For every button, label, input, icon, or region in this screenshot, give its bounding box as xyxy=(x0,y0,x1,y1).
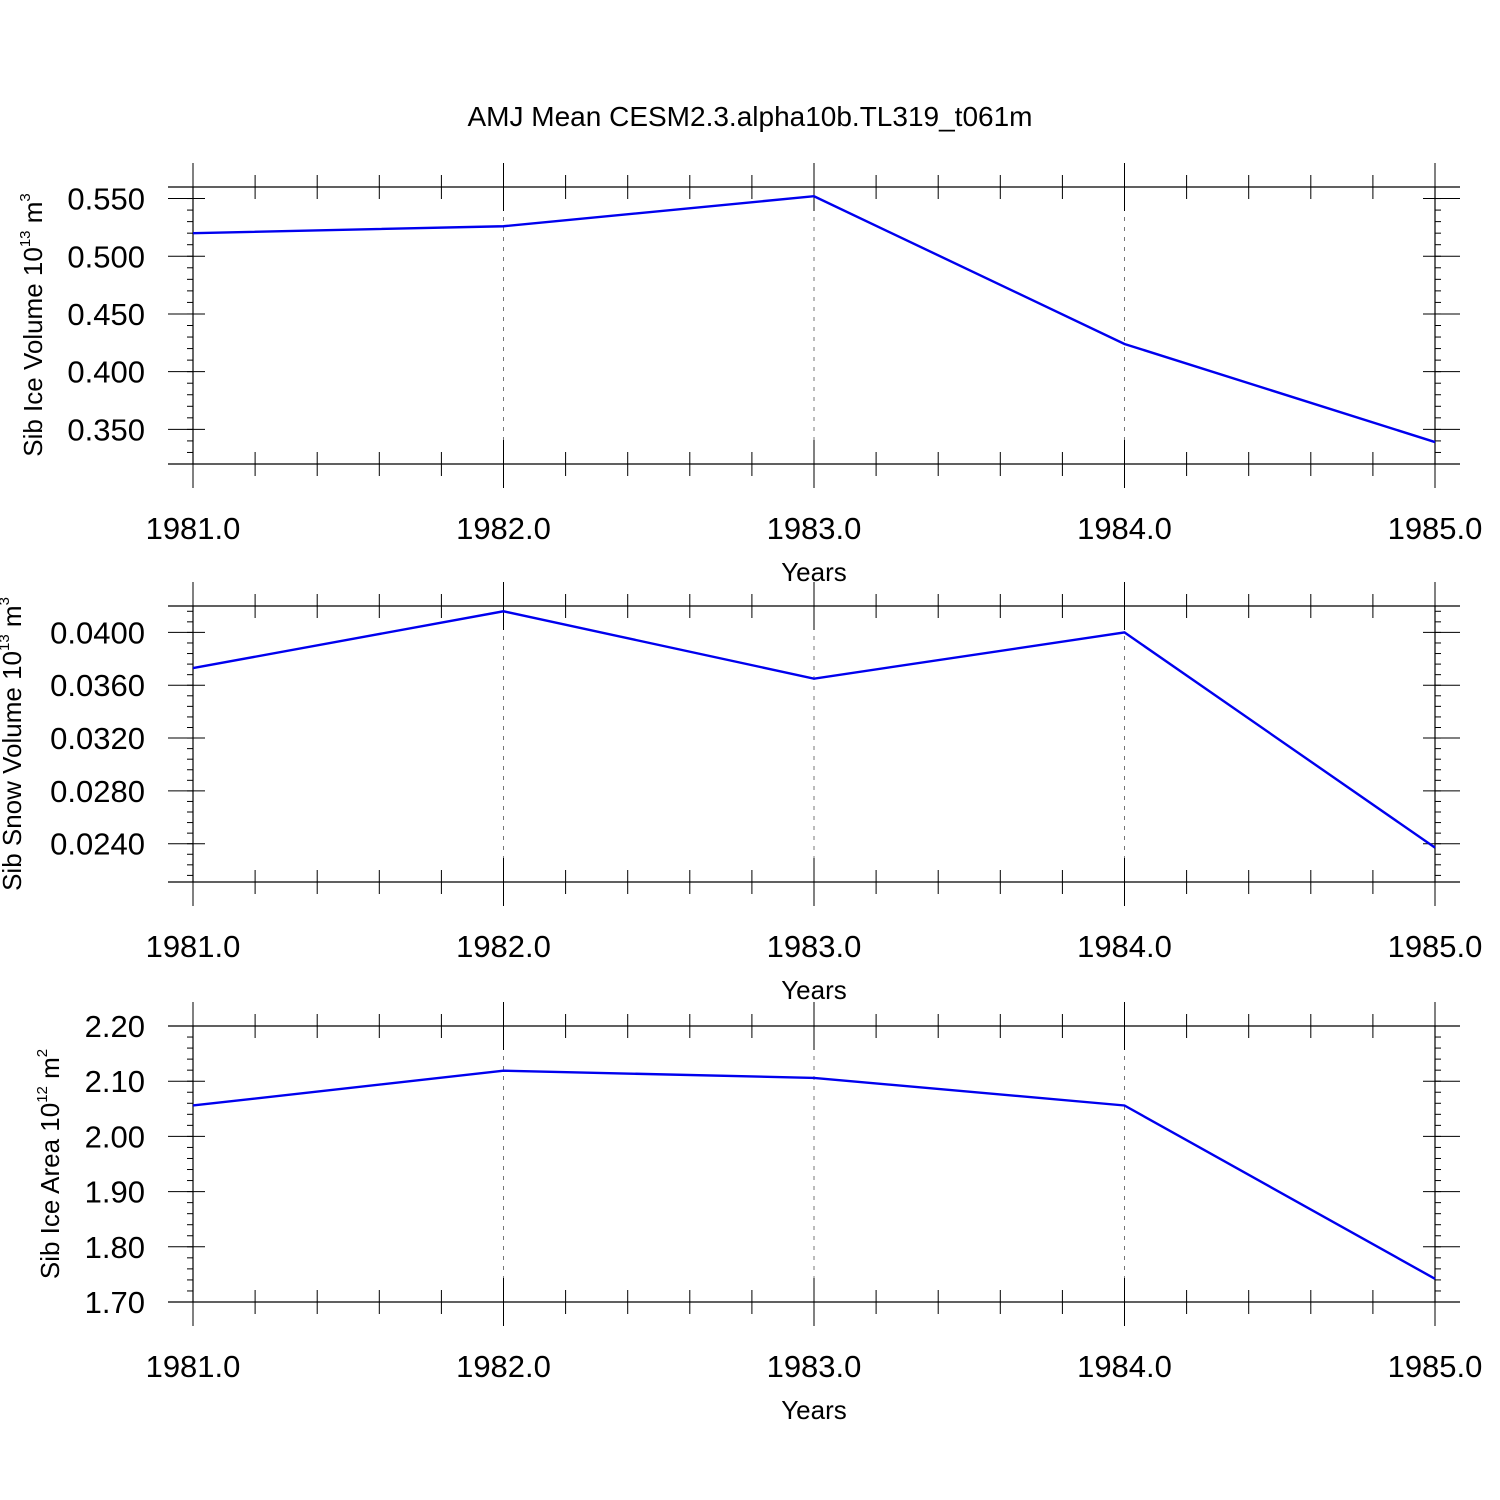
x-tick-label: 1981.0 xyxy=(146,511,241,546)
y-axis-title: Sib Ice Area 1012 m2 xyxy=(34,1049,65,1279)
y-tick-label: 0.0280 xyxy=(50,774,145,809)
y-tick-label: 2.20 xyxy=(85,1009,145,1044)
x-axis-title: Years xyxy=(781,975,847,1005)
panel-3: 1.70 1.80 1.90 2.00 2.10 2.20 1981.0 1982.0 1983… xyxy=(34,1002,1482,1425)
x-tick-label: 1983.0 xyxy=(767,511,862,546)
y-tick-label: 0.400 xyxy=(67,355,145,390)
y-tick-label: 0.0360 xyxy=(50,668,145,703)
x-tick-label: 1985.0 xyxy=(1388,929,1483,964)
x-tick-label: 1982.0 xyxy=(456,511,551,546)
y-tick-label: 1.80 xyxy=(85,1230,145,1265)
x-tick-label: 1981.0 xyxy=(146,1349,241,1384)
y-tick-label: 0.450 xyxy=(67,297,145,332)
x-axis-title: Years xyxy=(781,1395,847,1425)
x-tick-label: 1982.0 xyxy=(456,929,551,964)
chart-title: AMJ Mean CESM2.3.alpha10b.TL319_t061m xyxy=(468,101,1033,132)
y-tick-label: 0.500 xyxy=(67,239,145,274)
x-tick-label: 1984.0 xyxy=(1077,929,1172,964)
x-tick-label: 1985.0 xyxy=(1388,1349,1483,1384)
y-tick-label: 1.70 xyxy=(85,1285,145,1320)
y-tick-label: 0.0240 xyxy=(50,827,145,862)
x-tick-label: 1984.0 xyxy=(1077,511,1172,546)
y-tick-label: 2.10 xyxy=(85,1064,145,1099)
y-axis-title: Sib Ice Volume 1013 m3 xyxy=(17,193,48,457)
x-tick-label: 1982.0 xyxy=(456,1349,551,1384)
y-axis-title: Sib Snow Volume 1013 m3 xyxy=(0,597,27,891)
x-tick-label: 1985.0 xyxy=(1388,511,1483,546)
x-tick-label: 1984.0 xyxy=(1077,1349,1172,1384)
panel-2: 0.0240 0.0280 0.0320 0.0360 0.0400 1981.0 1982… xyxy=(0,582,1482,1005)
y-tick-label: 2.00 xyxy=(85,1119,145,1154)
panel-1: 0.350 0.400 0.450 0.500 0.550 1981.0 1982.0 198… xyxy=(17,163,1482,587)
y-tick-label: 0.0320 xyxy=(50,721,145,756)
y-tick-label: 1.90 xyxy=(85,1175,145,1210)
x-tick-label: 1983.0 xyxy=(767,1349,862,1384)
y-tick-label: 0.550 xyxy=(67,182,145,217)
y-tick-label: 0.350 xyxy=(67,412,145,447)
x-tick-label: 1981.0 xyxy=(146,929,241,964)
x-tick-label: 1983.0 xyxy=(767,929,862,964)
y-tick-label: 0.0400 xyxy=(50,615,145,650)
